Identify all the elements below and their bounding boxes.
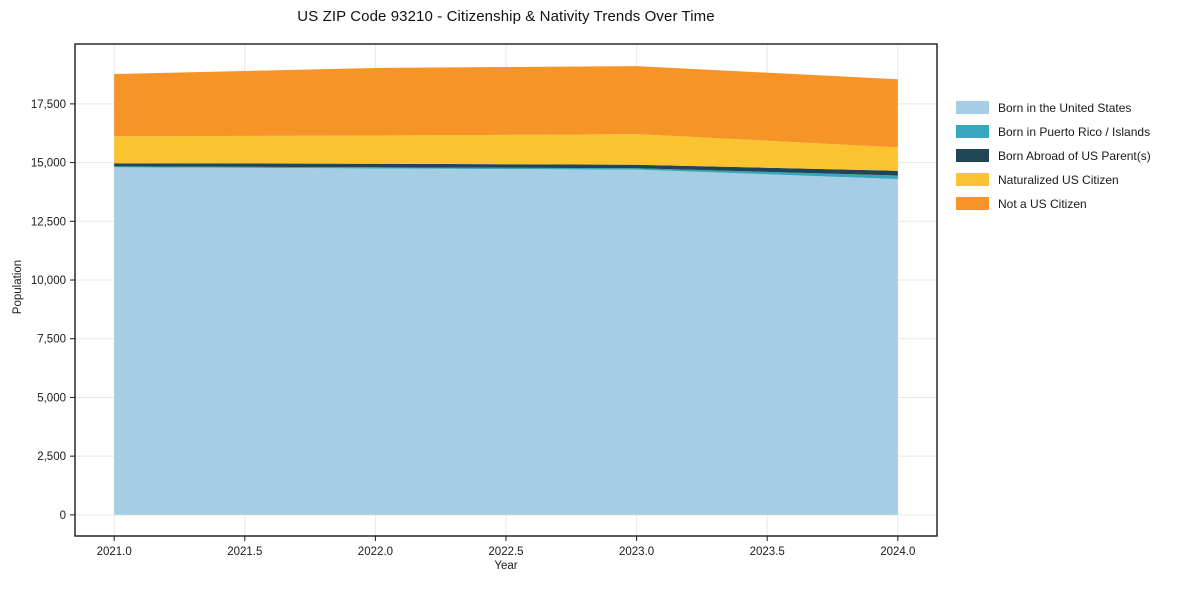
area-series-3	[114, 163, 898, 176]
legend-swatch	[956, 149, 989, 162]
legend-item: Born in the United States	[956, 99, 1151, 116]
legend-label: Not a US Citizen	[998, 196, 1087, 211]
legend: Born in the United States Born in Puerto …	[956, 99, 1151, 212]
area-series-2	[114, 166, 898, 180]
legend-swatch	[956, 101, 989, 114]
y-tick-label: 17,500	[31, 99, 66, 111]
legend-label: Born Abroad of US Parent(s)	[998, 148, 1151, 163]
area-series-5	[114, 66, 898, 148]
x-axis-label: Year	[494, 560, 518, 572]
y-tick-label: 0	[60, 510, 66, 522]
x-tick-label: 2021.5	[227, 546, 262, 558]
x-tick-label: 2024.0	[880, 546, 915, 558]
legend-item: Born Abroad of US Parent(s)	[956, 147, 1151, 164]
area-series-4	[114, 134, 898, 171]
y-tick-label: 12,500	[31, 216, 66, 228]
area-series-1	[114, 167, 898, 515]
legend-item: Born in Puerto Rico / Islands	[956, 123, 1151, 140]
legend-label: Born in the United States	[998, 100, 1132, 115]
x-tick-label: 2021.0	[97, 546, 132, 558]
y-tick-label: 5,000	[37, 392, 66, 404]
y-tick-label: 10,000	[31, 275, 66, 287]
legend-label: Naturalized US Citizen	[998, 172, 1119, 187]
legend-swatch	[956, 197, 989, 210]
y-tick-label: 2,500	[37, 451, 66, 463]
y-tick-label: 7,500	[37, 334, 66, 346]
legend-item: Naturalized US Citizen	[956, 171, 1151, 188]
legend-label: Born in Puerto Rico / Islands	[998, 124, 1151, 139]
x-tick-label: 2022.0	[358, 546, 393, 558]
y-tick-label: 15,000	[31, 158, 66, 170]
x-tick-label: 2023.0	[619, 546, 654, 558]
legend-swatch	[956, 173, 989, 186]
x-tick-label: 2023.5	[750, 546, 785, 558]
legend-item: Not a US Citizen	[956, 195, 1151, 212]
chart-title: US ZIP Code 93210 - Citizenship & Nativi…	[297, 8, 715, 25]
legend-swatch	[956, 125, 989, 138]
x-tick-label: 2022.5	[488, 546, 523, 558]
